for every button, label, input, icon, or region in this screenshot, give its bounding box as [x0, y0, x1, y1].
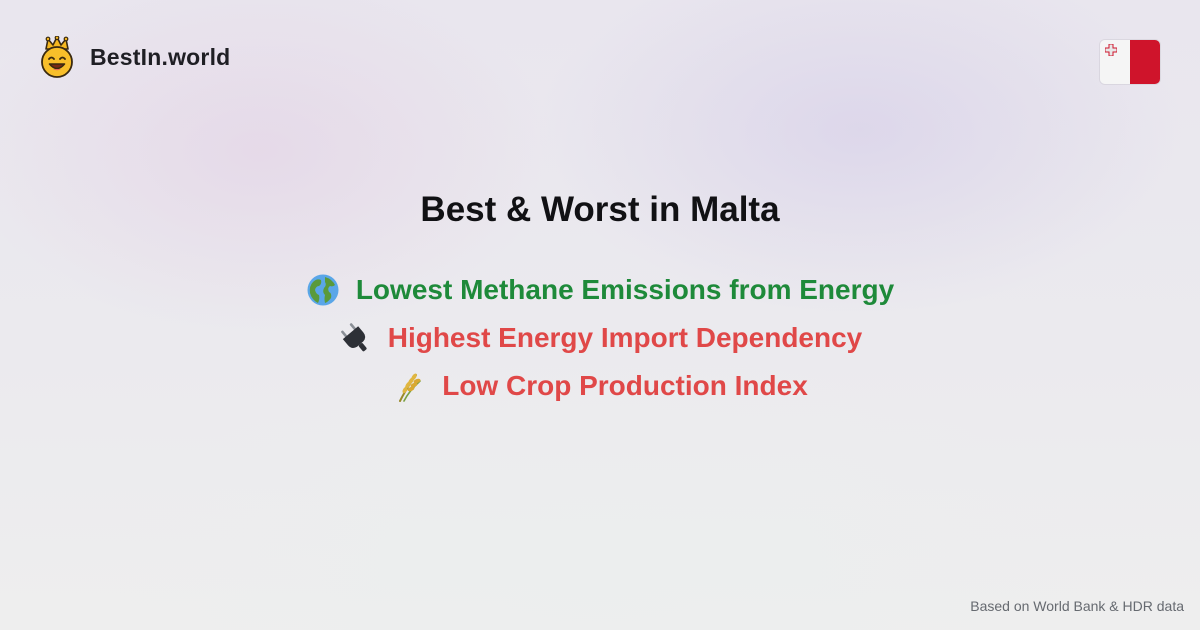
george-cross-icon — [1105, 44, 1117, 56]
ranking-label: Highest Energy Import Dependency — [387, 322, 863, 353]
crowned-smiley-icon — [41, 36, 73, 78]
ranking-item-energy-import[interactable]: Highest Energy Import Dependency — [0, 314, 1200, 362]
flag-white-half — [1100, 40, 1130, 84]
flag-red-half — [1130, 40, 1160, 84]
ranking-label: Low Crop Production Index — [442, 370, 808, 401]
brand-name: BestIn.world — [90, 43, 231, 70]
brand-logo[interactable]: BestIn.world — [38, 36, 230, 78]
globe-icon — [307, 274, 339, 306]
malta-flag-icon — [1100, 40, 1160, 84]
page-title: Best & Worst in Malta — [420, 190, 780, 229]
ranking-label: Lowest Methane Emissions from Energy — [355, 274, 895, 305]
data-source-note: Based on World Bank & HDR data — [970, 598, 1184, 614]
plug-icon — [340, 323, 367, 352]
ranking-item-crop-production[interactable]: Low Crop Production Index — [0, 362, 1200, 410]
ranking-item-methane[interactable]: Lowest Methane Emissions from Energy — [0, 266, 1200, 314]
wheat-icon — [399, 373, 422, 402]
rankings-list: Lowest Methane Emissions from Energy Hig… — [0, 266, 1200, 410]
